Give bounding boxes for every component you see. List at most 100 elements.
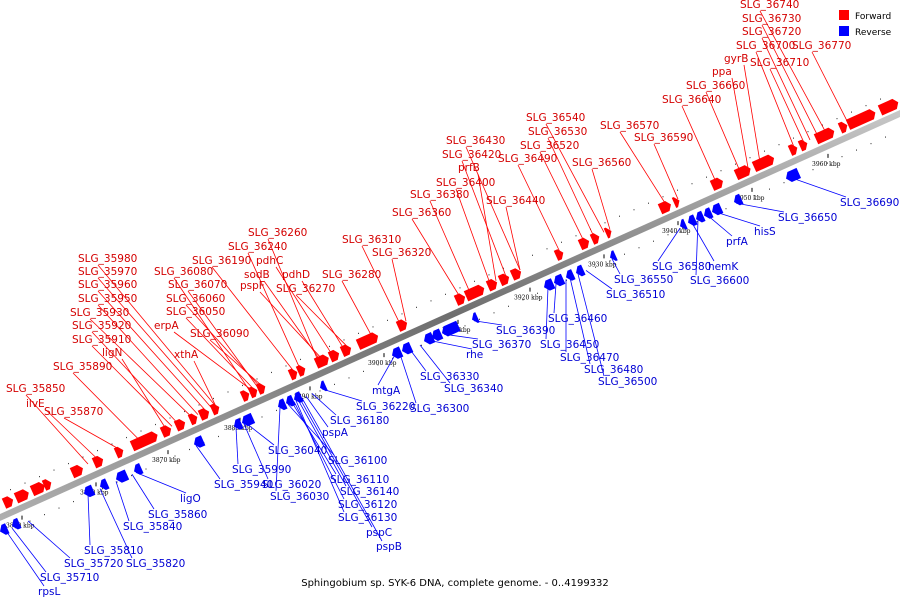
leader-line: [195, 445, 221, 480]
forward-gene: [313, 354, 329, 369]
leader-line: [461, 160, 507, 277]
gene-label: SLG_36180: [330, 415, 389, 427]
reverse-gene: [688, 214, 698, 227]
minor-tick: [160, 461, 161, 464]
leader-line: [211, 266, 295, 372]
leader-line: [291, 402, 337, 475]
leader-line: [619, 131, 667, 205]
minor-tick: [305, 396, 306, 399]
leader-line: [235, 427, 239, 465]
forward-gene: [255, 383, 266, 395]
minor-tick: [126, 436, 127, 439]
minor-tick: [53, 469, 55, 471]
gene-label: SLG_35860: [148, 509, 207, 521]
gene-label: SLG_36260: [248, 227, 307, 239]
gene-label: SLG_36240: [228, 241, 287, 253]
leader-line: [429, 200, 471, 293]
leader-line: [287, 403, 335, 456]
forward-gene: [577, 237, 590, 251]
tick-label: 3950 kbp: [736, 195, 765, 202]
minor-tick: [416, 306, 417, 308]
minor-tick: [609, 260, 611, 262]
forward-gene: [159, 425, 172, 438]
minor-tick: [638, 247, 640, 249]
gene-label: SLG_36330: [420, 371, 479, 383]
leader-line: [5, 530, 45, 587]
forward-gene: [751, 154, 775, 173]
gene-label: ilvE: [26, 398, 45, 410]
leader-line: [97, 290, 207, 412]
leader-line: [11, 527, 47, 573]
minor-tick: [242, 384, 243, 387]
leader-line: [209, 339, 263, 387]
minor-tick: [300, 358, 301, 361]
leader-line: [695, 220, 699, 276]
leader-line: [455, 188, 491, 284]
forward-gene: [787, 144, 798, 156]
gene-label: SLG_35990: [232, 464, 291, 476]
reverse-gene: [610, 250, 618, 262]
reverse-gene: [432, 328, 444, 341]
gene-label: SLG_35870: [44, 406, 103, 418]
minor-tick: [213, 397, 214, 400]
leader-line: [429, 340, 473, 350]
leader-line: [705, 91, 741, 172]
gene-label: SLG_36480: [584, 364, 643, 376]
minor-tick: [97, 449, 98, 452]
gene-label: SLG_35890: [53, 361, 112, 373]
minor-tick: [261, 416, 263, 418]
forward-gene: [553, 249, 564, 261]
gene-label: SLG_36420: [442, 149, 501, 161]
leader-line: [545, 287, 549, 340]
minor-tick: [575, 235, 577, 237]
minor-tick: [851, 111, 852, 113]
gene-label: pspC: [366, 527, 392, 539]
minor-tick: [807, 131, 809, 133]
gene-label: mtgA: [372, 385, 401, 397]
leader-line: [185, 317, 255, 390]
minor-tick: [595, 266, 596, 268]
gene-label: ppa: [712, 66, 732, 78]
reverse-gene: [278, 398, 288, 411]
gene-label: prfB: [458, 162, 480, 174]
gene-label: SLG_35720: [64, 558, 123, 570]
reverse-gene: [116, 469, 130, 483]
minor-tick: [387, 319, 388, 321]
leader-line: [735, 202, 785, 213]
minor-tick: [561, 241, 562, 243]
reverse-gene: [472, 312, 480, 324]
legend-reverse-swatch: [839, 26, 849, 36]
minor-tick: [720, 170, 722, 172]
minor-tick: [343, 339, 345, 341]
leader-line: [173, 331, 253, 391]
gene-label: SLG_36730: [742, 13, 801, 25]
forward-gene: [497, 273, 510, 287]
minor-tick: [725, 208, 727, 210]
leader-line: [465, 146, 521, 271]
leader-line: [25, 394, 89, 465]
minor-tick: [619, 215, 620, 217]
gene-label: SLG_36080: [154, 266, 213, 278]
leader-line: [759, 10, 827, 133]
forward-gene: [845, 109, 876, 130]
reverse-gene: [12, 517, 22, 530]
forward-gene: [113, 446, 124, 459]
forward-gene: [355, 332, 379, 350]
gene-label: SLG_36530: [528, 126, 587, 138]
minor-tick: [111, 443, 113, 445]
leader-line: [611, 258, 621, 275]
leader-line: [539, 151, 585, 242]
gene-label: SLG_36600: [690, 275, 749, 287]
gene-label: SLG_36110: [330, 474, 389, 486]
gene-label: SLG_36120: [338, 499, 397, 511]
reverse-gene: [100, 478, 110, 490]
reverse-gene: [0, 523, 10, 535]
minor-tick: [691, 183, 693, 185]
forward-gene: [837, 121, 848, 134]
gene-label: SLG_36070: [168, 279, 227, 291]
minor-tick: [885, 136, 886, 138]
minor-tick: [145, 468, 147, 470]
minor-tick: [836, 118, 838, 120]
forward-gene: [485, 278, 498, 292]
leader-line: [259, 291, 323, 360]
